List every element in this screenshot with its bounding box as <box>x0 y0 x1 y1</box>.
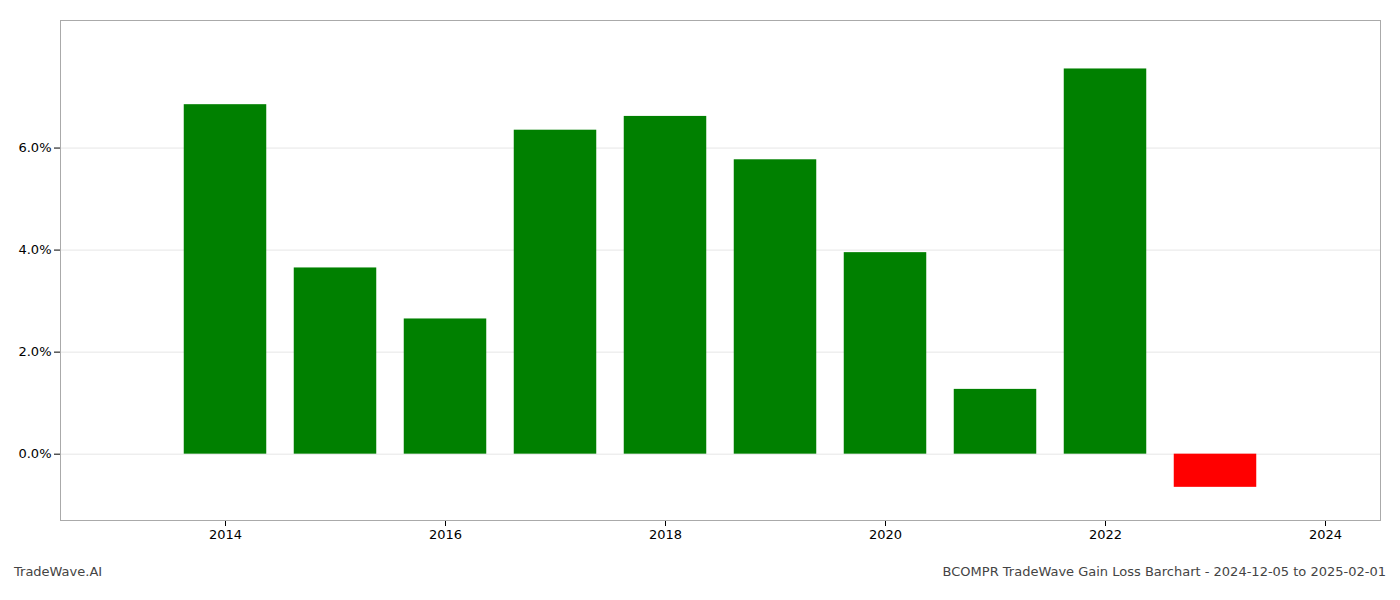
svg-text:2020: 2020 <box>869 527 902 542</box>
html-text:BCOMPR TradeWave Gain Loss Bar: BCOMPR TradeWave Gain Loss Barchart - 20… <box>942 564 1386 579</box>
svg-text:2014: 2014 <box>209 527 242 542</box>
svg-text:0.0%: 0.0% <box>18 446 51 461</box>
svg-text:6.0%: 6.0% <box>18 140 51 155</box>
svg-text:2024: 2024 <box>1309 527 1342 542</box>
svg-text:2.0%: 2.0% <box>18 344 51 359</box>
svg-text:2016: 2016 <box>429 527 462 542</box>
svg-text:2022: 2022 <box>1089 527 1122 542</box>
svg-text:4.0%: 4.0% <box>18 242 51 257</box>
svg-text:2018: 2018 <box>649 527 682 542</box>
html-text:TradeWave.AI: TradeWave.AI <box>14 564 103 579</box>
